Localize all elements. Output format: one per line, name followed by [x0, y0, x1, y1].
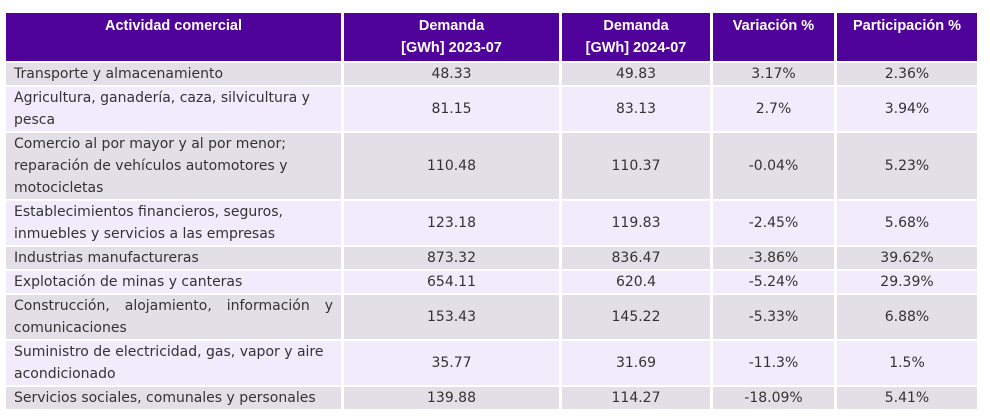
header-demand-2024: Demanda [GWh] 2024-07 — [562, 13, 710, 61]
demand-table-container: Actividad comercial Demanda [GWh] 2023-07… — [5, 11, 977, 411]
header-activity: Actividad comercial — [6, 13, 341, 61]
participation-cell: 6.88% — [837, 295, 977, 339]
variation-cell: -0.04% — [713, 133, 834, 199]
participation-cell: 3.94% — [837, 87, 977, 131]
activity-cell: Construcción, alojamiento, información y… — [6, 295, 341, 339]
participation-cell: 2.36% — [837, 63, 977, 85]
variation-cell: -3.86% — [713, 247, 834, 269]
participation-cell: 5.41% — [837, 387, 977, 409]
table-row: Industrias manufactureras 873.32 836.47 … — [6, 247, 977, 269]
demand-2023-cell: 110.48 — [344, 133, 559, 199]
table-row: Construcción, alojamiento, información y… — [6, 295, 977, 339]
demand-2024-cell: 836.47 — [562, 247, 710, 269]
demand-2024-cell: 119.83 — [562, 201, 710, 245]
activity-cell: Explotación de minas y canteras — [6, 271, 341, 293]
table-row: Transporte y almacenamiento 48.33 49.83 … — [6, 63, 977, 85]
demand-2023-cell: 139.88 — [344, 387, 559, 409]
demand-2023-cell: 123.18 — [344, 201, 559, 245]
activity-cell: Establecimientos financieros, seguros, i… — [6, 201, 341, 245]
header-participation: Participación % — [837, 13, 977, 61]
variation-cell: -18.09% — [713, 387, 834, 409]
table-row: Comercio al por mayor y al por menor; re… — [6, 133, 977, 199]
variation-cell: -2.45% — [713, 201, 834, 245]
demand-2024-cell: 83.13 — [562, 87, 710, 131]
variation-cell: -11.3% — [713, 341, 834, 385]
participation-cell: 5.68% — [837, 201, 977, 245]
demand-2023-cell: 654.11 — [344, 271, 559, 293]
demand-2023-cell: 873.32 — [344, 247, 559, 269]
table-row: Agricultura, ganadería, caza, silvicultu… — [6, 87, 977, 131]
participation-cell: 1.5% — [837, 341, 977, 385]
header-demand-2023: Demanda [GWh] 2023-07 — [344, 13, 559, 61]
demand-2023-cell: 48.33 — [344, 63, 559, 85]
demand-2024-cell: 114.27 — [562, 387, 710, 409]
variation-cell: 3.17% — [713, 63, 834, 85]
variation-cell: -5.33% — [713, 295, 834, 339]
participation-cell: 39.62% — [837, 247, 977, 269]
activity-cell: Comercio al por mayor y al por menor; re… — [6, 133, 341, 199]
demand-2024-cell: 620.4 — [562, 271, 710, 293]
demand-table: Actividad comercial Demanda [GWh] 2023-07… — [3, 11, 980, 411]
table-row: Establecimientos financieros, seguros, i… — [6, 201, 977, 245]
demand-2024-cell: 49.83 — [562, 63, 710, 85]
activity-cell: Transporte y almacenamiento — [6, 63, 341, 85]
demand-2024-cell: 110.37 — [562, 133, 710, 199]
activity-cell: Servicios sociales, comunales y personal… — [6, 387, 341, 409]
header-row: Actividad comercial Demanda [GWh] 2023-07… — [6, 13, 977, 61]
activity-cell: Suministro de electricidad, gas, vapor y… — [6, 341, 341, 385]
header-variation: Variación % — [713, 13, 834, 61]
table-row: Suministro de electricidad, gas, vapor y… — [6, 341, 977, 385]
demand-2024-cell: 31.69 — [562, 341, 710, 385]
participation-cell: 29.39% — [837, 271, 977, 293]
participation-cell: 5.23% — [837, 133, 977, 199]
activity-cell: Agricultura, ganadería, caza, silvicultu… — [6, 87, 341, 131]
demand-2023-cell: 35.77 — [344, 341, 559, 385]
demand-2024-cell: 145.22 — [562, 295, 710, 339]
variation-cell: 2.7% — [713, 87, 834, 131]
variation-cell: -5.24% — [713, 271, 834, 293]
activity-cell: Industrias manufactureras — [6, 247, 341, 269]
demand-2023-cell: 153.43 — [344, 295, 559, 339]
demand-2023-cell: 81.15 — [344, 87, 559, 131]
table-row: Servicios sociales, comunales y personal… — [6, 387, 977, 409]
table-row: Explotación de minas y canteras 654.11 6… — [6, 271, 977, 293]
